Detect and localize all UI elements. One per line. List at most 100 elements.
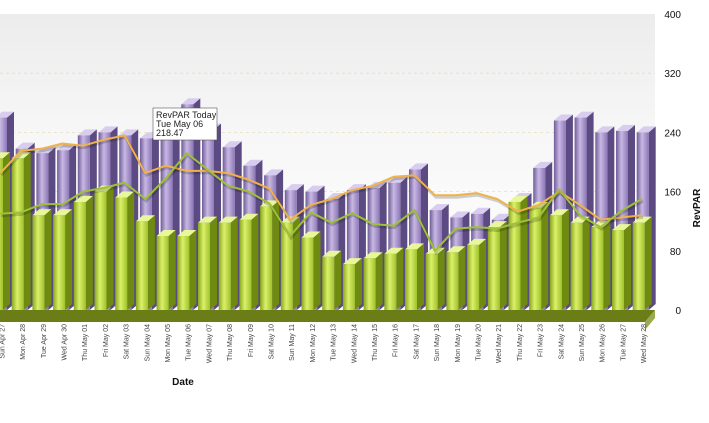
revpar-bar-front-top <box>508 195 528 202</box>
revpar-bar-front-top <box>0 152 10 159</box>
revpar-bar-front <box>529 201 549 310</box>
revpar-bar-front <box>11 152 31 310</box>
revpar-bar-front <box>239 213 259 310</box>
revpar-bar-front-front <box>508 201 521 310</box>
revpar-bar-front <box>508 195 528 310</box>
revpar-bar-front-top <box>53 209 73 216</box>
x-tick-label: Mon Apr 28 <box>20 324 27 360</box>
x-tick-label: Mon May 19 <box>455 324 462 363</box>
revpar-bar-back-top <box>636 126 656 133</box>
revpar-bar-front-top <box>549 209 569 216</box>
tooltip-box <box>152 107 218 141</box>
revpar-bar-front-side <box>292 216 300 310</box>
revpar-bar-front-top <box>218 216 238 223</box>
revpar-bar-front-side <box>106 185 114 310</box>
revpar-bar-front-top <box>632 216 652 223</box>
x-tick-label: Wed May 28 <box>641 324 648 363</box>
revpar-bar-front-side <box>417 243 424 310</box>
revpar-bar-front <box>135 215 155 310</box>
revpar-bar-front-front <box>32 215 45 310</box>
revpar-bar-back-top <box>119 129 139 136</box>
revpar-bar-front-side <box>23 152 31 310</box>
revpar-bar-back-top <box>264 169 284 176</box>
revpar-bar-front <box>549 209 569 310</box>
revpar-bar-front <box>446 246 466 310</box>
revpar-bar-front-side <box>354 258 362 310</box>
revpar-bar-front-front <box>53 215 66 310</box>
revpar-bar-back-top <box>0 111 14 118</box>
x-tick-label: Tue Apr 29 <box>41 324 48 358</box>
tooltip: RevPAR Today Tue May 06 218.47 <box>152 107 218 141</box>
revpar-bar-back-top <box>616 124 635 131</box>
revpar-bar-front <box>0 152 10 310</box>
revpar-bar-front <box>632 216 652 310</box>
revpar-bar-front-front <box>487 227 500 310</box>
revpar-bar-front <box>591 221 611 310</box>
revpar-bar-front-side <box>582 216 590 310</box>
revpar-bar-front-front <box>94 191 107 310</box>
revpar-bar-front-front <box>260 206 273 310</box>
revpar-line-orange <box>0 134 643 221</box>
revpar-bar-front <box>94 185 114 310</box>
revpar-bar-front-top <box>115 191 135 198</box>
revpar-bar-back-top <box>243 159 263 166</box>
revpar-bar-front-side <box>230 216 238 310</box>
x-tick-label: Thu May 08 <box>227 324 234 361</box>
revpar-bar-front-top <box>135 215 155 222</box>
revpar-bar-front-side <box>437 247 445 310</box>
revpar-bar-front <box>260 200 280 310</box>
revpar-bar-front-side <box>499 221 507 310</box>
revpar-bar-front-top <box>342 258 362 265</box>
floor-side <box>645 310 655 330</box>
revpar-bar-back-top <box>222 141 242 148</box>
revpar-bar-back-top <box>15 142 35 149</box>
revpar-bar-front-side <box>375 252 383 310</box>
y-axis-ticks: 0 80 160 240 320 400 <box>664 10 681 317</box>
x-tick-label: Thu May 22 <box>517 324 524 361</box>
line-shadow <box>0 135 644 224</box>
revpar-bar-front <box>487 221 507 310</box>
revpar-bar-front-side <box>44 209 52 310</box>
revpar-bar-front-front <box>425 253 438 310</box>
revpar-bar-front-top <box>73 195 93 202</box>
revpar-bar-front <box>612 224 631 310</box>
revpar-bar-front-side <box>251 213 259 310</box>
revpar-bar-front <box>570 216 590 310</box>
revpar-bar-front <box>363 252 383 310</box>
revpar-bar-front-front <box>177 236 190 310</box>
revpar-bar-front <box>177 230 197 310</box>
x-tick-label: Sun May 11 <box>289 324 296 361</box>
revpar-bar-front-top <box>405 243 424 250</box>
revpar-bar-front-front <box>156 236 169 310</box>
x-tick-label: Sun May 04 <box>144 324 151 361</box>
trend-lines <box>0 134 644 256</box>
revpar-bar-front-front <box>135 221 148 310</box>
revpar-bar-back-top <box>388 176 408 183</box>
revpar-bar-front-side <box>561 209 569 310</box>
x-tick-label: Tue May 27 <box>620 324 627 361</box>
x-tick-label: Sat May 24 <box>558 324 565 360</box>
revpar-bar-front-front <box>591 227 604 310</box>
revpar-bar-back-top <box>574 111 594 118</box>
revpar-bar-back-top <box>346 184 366 191</box>
x-tick-label: Fri May 23 <box>538 324 545 357</box>
y-axis-title: RevPAR <box>692 188 703 227</box>
revpar-bar-front <box>384 247 404 310</box>
y-tick-label: 160 <box>664 188 681 199</box>
revpar-bar-front <box>280 216 300 310</box>
x-tick-label: Mon May 26 <box>600 324 607 363</box>
revpar-bar-front <box>301 231 321 310</box>
x-tick-label: Sat May 10 <box>268 324 275 360</box>
revpar-bar-front-side <box>334 250 342 310</box>
revpar-bar-front-side <box>520 195 528 310</box>
y-tick-label: 240 <box>664 128 681 139</box>
bars-revpar-front <box>0 152 652 310</box>
revpar-bar-front-top <box>446 246 466 253</box>
revpar-bar-back-top <box>450 211 470 218</box>
revpar-bar-front-side <box>313 231 321 310</box>
revpar-bar-back-top <box>595 126 615 133</box>
x-tick-label: Thu May 01 <box>82 324 89 361</box>
x-tick-label: Wed May 21 <box>496 324 503 363</box>
revpar-bar-front-front <box>549 215 562 310</box>
